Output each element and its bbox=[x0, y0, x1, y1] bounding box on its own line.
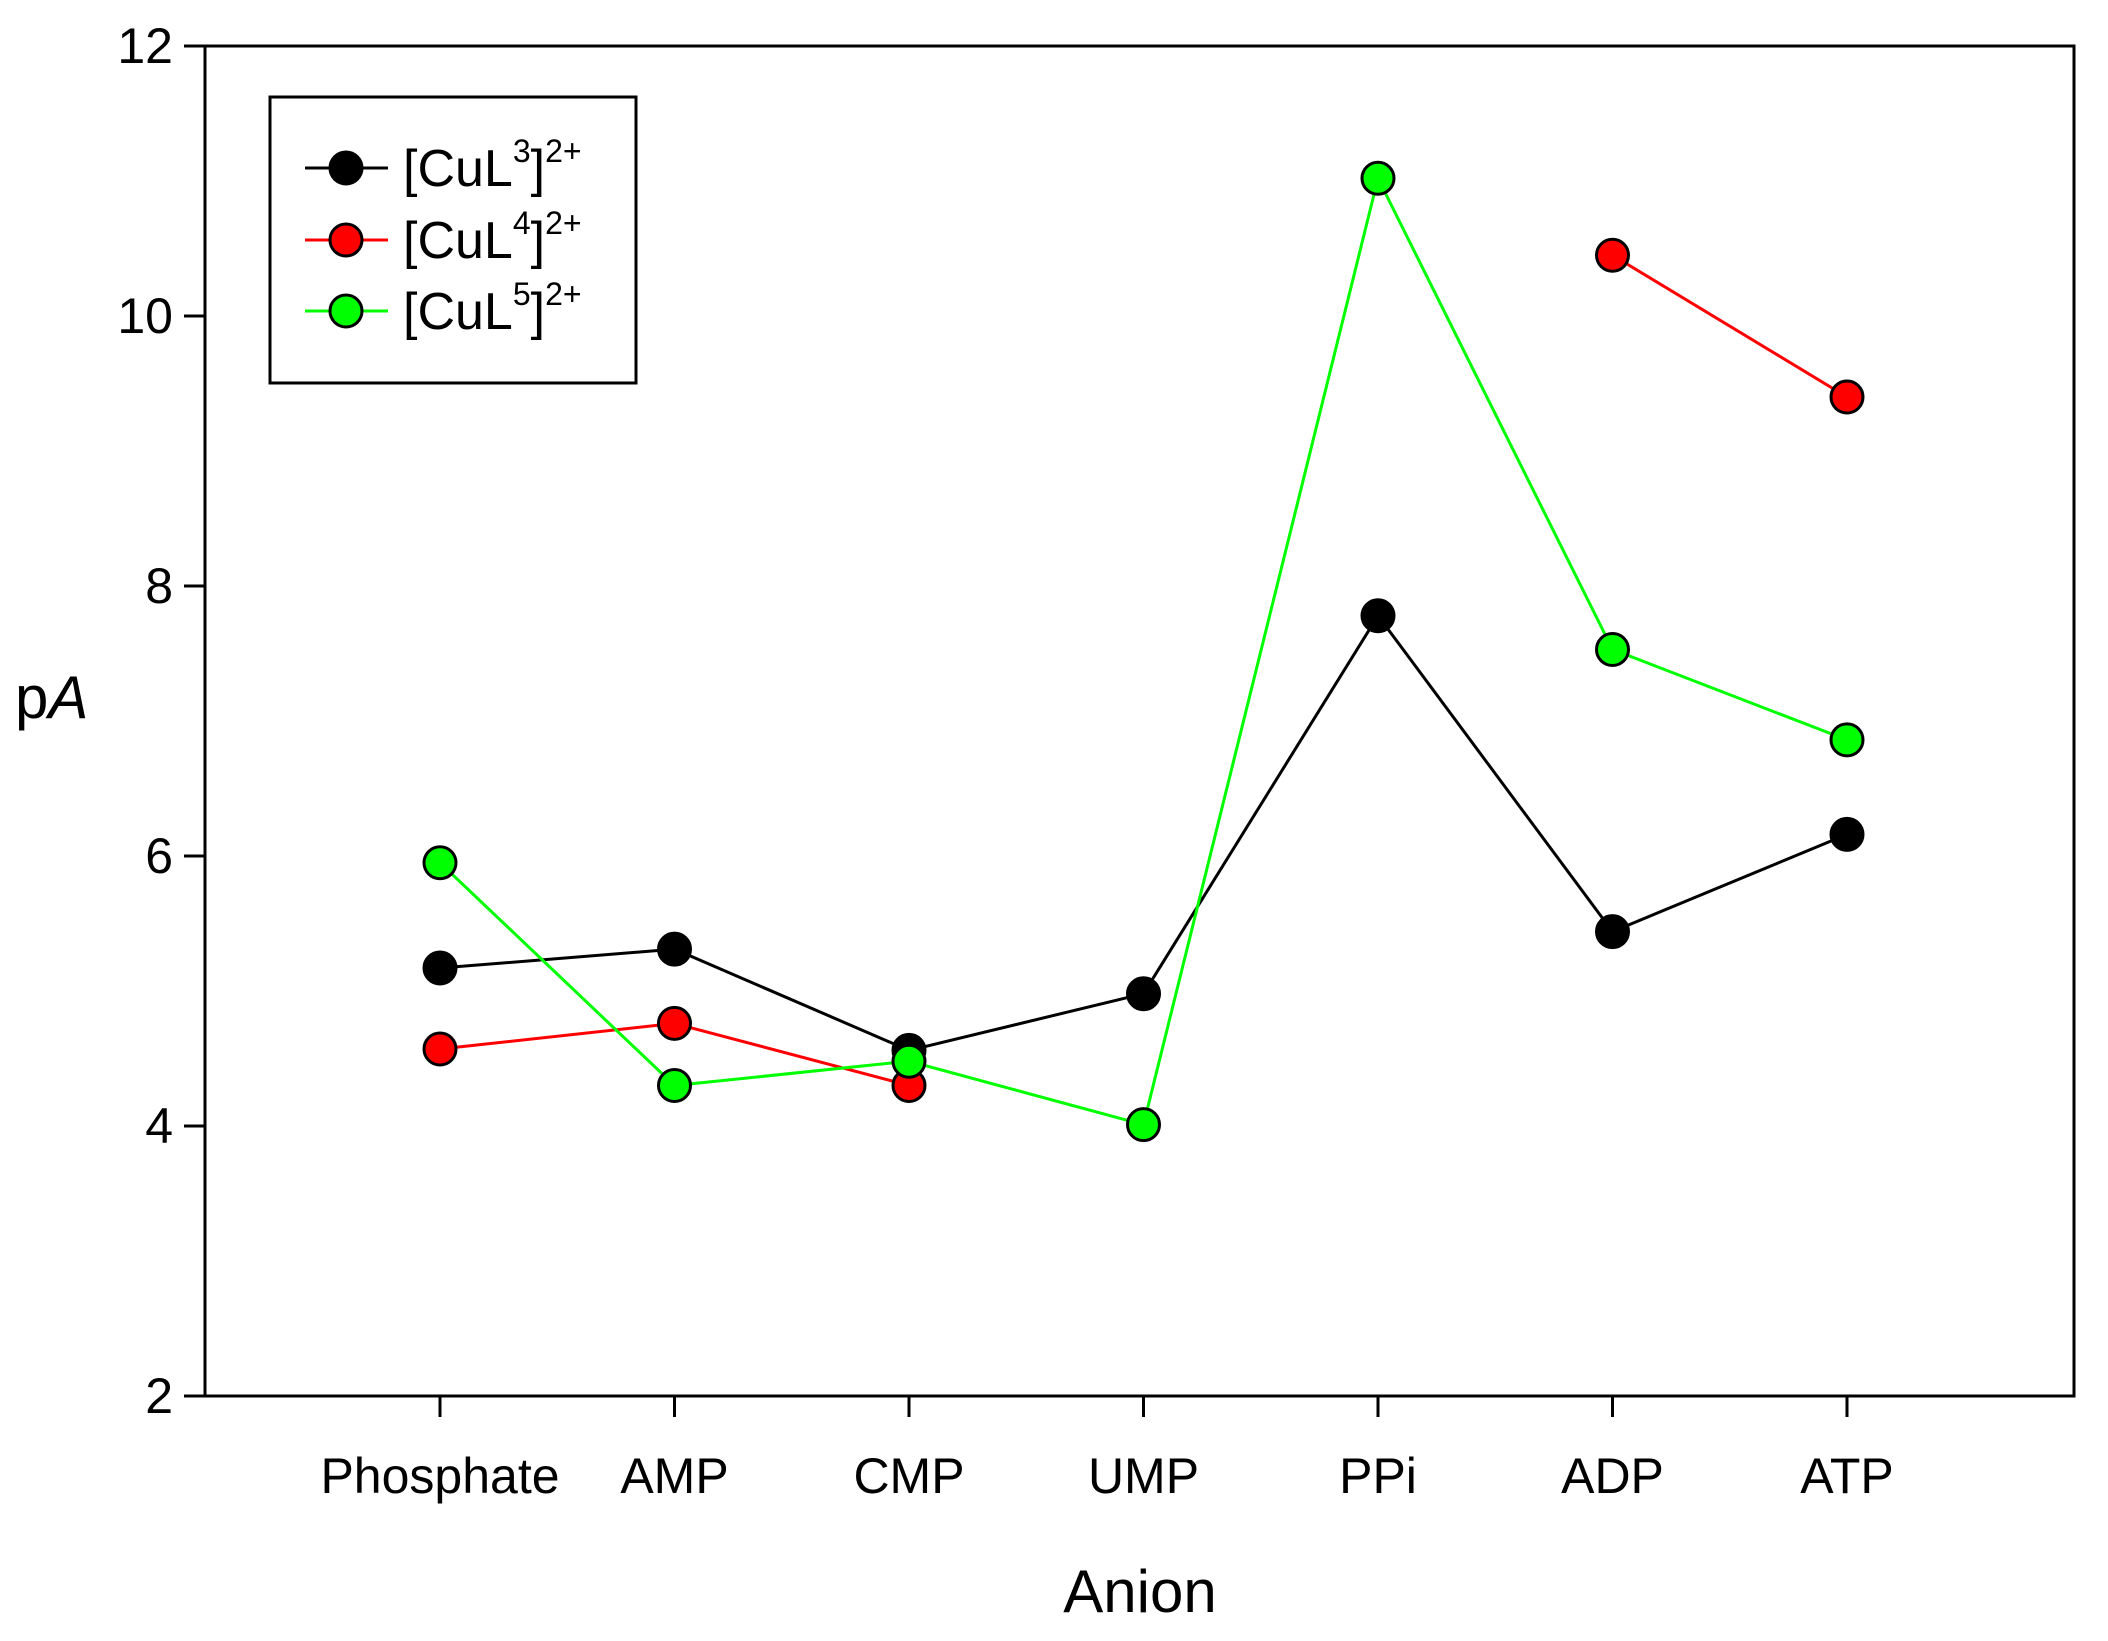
x-tick-label-AMP: AMP bbox=[620, 1448, 728, 1504]
legend-label-3-part-2: ] bbox=[531, 283, 545, 341]
series-3-point-ADP bbox=[1595, 631, 1630, 667]
legend-label-2: [CuL4]2+ bbox=[403, 205, 582, 270]
series-3-point-ATP bbox=[1829, 722, 1865, 758]
x-tick-label-Phosphate: Phosphate bbox=[320, 1448, 559, 1504]
legend-label-3-part-0: [CuL bbox=[403, 283, 513, 341]
series-1-point-PPi bbox=[1360, 598, 1396, 634]
legend-label-1-part-3: 2+ bbox=[545, 133, 581, 169]
axes: 2 4 6 8 10 12 Phosphate AMP CMP UMP PPi ADP ATP Anion… bbox=[15, 18, 2076, 1625]
series-3-point-PPi bbox=[1360, 160, 1396, 196]
series-3-segment-0 bbox=[438, 861, 676, 1087]
series-2 bbox=[439, 253, 1848, 1087]
legend-marker-2 bbox=[328, 222, 364, 258]
series-2-point-ADP bbox=[1595, 237, 1630, 273]
x-axis-title: Anion bbox=[1063, 1558, 1216, 1625]
series-3-segment-3 bbox=[1142, 177, 1380, 1126]
y-tick-label-12: 12 bbox=[117, 18, 173, 74]
y-tick-label-8: 8 bbox=[145, 558, 173, 614]
series-2-segment-5 bbox=[1611, 253, 1848, 399]
legend-label-3-part-1: 5 bbox=[513, 276, 531, 312]
series-3-point-AMP bbox=[657, 1068, 692, 1103]
legend-label-2-part-1: 4 bbox=[513, 205, 531, 241]
series-1-segment-4 bbox=[1376, 614, 1614, 933]
legend-label-3-part-3: 2+ bbox=[545, 276, 581, 312]
series-3-point-UMP bbox=[1126, 1107, 1161, 1143]
legend: [CuL3]2+[CuL4]2+[CuL5]2+ bbox=[268, 95, 638, 385]
legend-label-1-part-2: ] bbox=[531, 140, 545, 198]
x-tick-label-ADP: ADP bbox=[1561, 1448, 1664, 1504]
series-1-point-Phosphate bbox=[422, 950, 458, 986]
legend-label-1-part-1: 3 bbox=[513, 133, 531, 169]
series-layer bbox=[422, 160, 1865, 1143]
series-1-segment-5 bbox=[1611, 833, 1848, 933]
series-1-point-ADP bbox=[1595, 914, 1630, 950]
series-3 bbox=[438, 177, 1848, 1127]
y-axis-title: pA bbox=[15, 664, 88, 731]
series-2-segment-1 bbox=[674, 1021, 910, 1087]
y-tick-label-2: 2 bbox=[145, 1368, 173, 1424]
series-1-point-ATP bbox=[1829, 816, 1865, 852]
series-1-segment-0 bbox=[439, 947, 675, 970]
legend-label-2-part-2: ] bbox=[531, 212, 545, 270]
legend-label-3: [CuL5]2+ bbox=[403, 276, 582, 341]
series-3-segment-4 bbox=[1376, 177, 1614, 651]
legend-marker-3 bbox=[328, 293, 364, 329]
y-axis-title-italic: A bbox=[45, 664, 88, 731]
plot-frame bbox=[203, 44, 2076, 1398]
y-tick-label-4: 4 bbox=[145, 1098, 173, 1154]
y-tick-label-6: 6 bbox=[145, 828, 173, 884]
legend-marker-1 bbox=[328, 150, 364, 186]
series-2-point-Phosphate bbox=[422, 1031, 458, 1067]
legend-label-1-part-0: [CuL bbox=[403, 140, 513, 198]
series-2-point-ATP bbox=[1829, 379, 1865, 415]
series-1-segment-3 bbox=[1142, 614, 1380, 995]
series-3-segment-1 bbox=[674, 1059, 910, 1087]
series-1-point-UMP bbox=[1126, 976, 1161, 1012]
series-3-segment-2 bbox=[908, 1059, 1144, 1127]
series-3-point-CMP bbox=[891, 1043, 927, 1079]
series-1-segment-1 bbox=[673, 947, 910, 1052]
x-tick-label-UMP: UMP bbox=[1088, 1448, 1199, 1504]
legend-label-2-part-3: 2+ bbox=[545, 205, 581, 241]
series-2-point-AMP bbox=[657, 1005, 692, 1041]
x-tick-label-CMP: CMP bbox=[853, 1448, 964, 1504]
series-3-segment-5 bbox=[1611, 648, 1848, 742]
series-2-segment-0 bbox=[439, 1021, 675, 1051]
y-axis-title-prefix: p bbox=[15, 664, 48, 731]
legend-label-1: [CuL3]2+ bbox=[403, 133, 582, 198]
y-tick-label-10: 10 bbox=[117, 288, 173, 344]
x-tick-label-PPi: PPi bbox=[1339, 1448, 1417, 1504]
series-3-point-Phosphate bbox=[422, 845, 458, 881]
series-1 bbox=[439, 614, 1848, 1052]
legend-label-2-part-0: [CuL bbox=[403, 212, 513, 270]
series-3-markers bbox=[422, 160, 1865, 1143]
series-2-markers bbox=[422, 237, 1865, 1103]
x-tick-label-ATP: ATP bbox=[1800, 1448, 1894, 1504]
series-1-segment-2 bbox=[908, 992, 1144, 1052]
series-1-point-AMP bbox=[657, 931, 692, 967]
